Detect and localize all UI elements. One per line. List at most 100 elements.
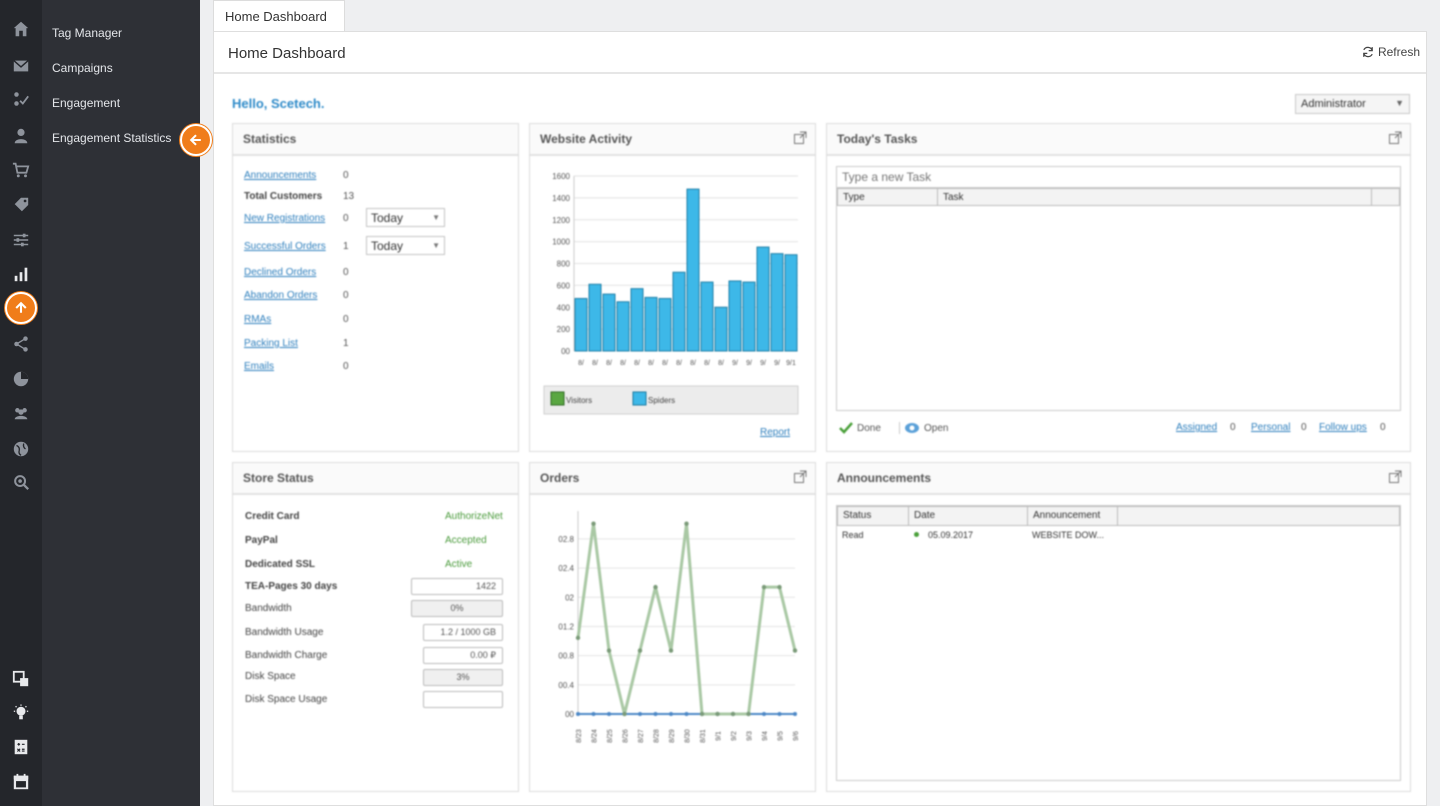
data-point-successful xyxy=(699,711,705,717)
assigned-link[interactable]: Assigned xyxy=(1176,422,1218,433)
share-icon[interactable] xyxy=(8,331,34,357)
stat-emails-link[interactable]: Emails xyxy=(244,361,275,372)
y-tick-label: 1600 xyxy=(552,172,570,181)
statistics-title: Statistics xyxy=(243,132,297,146)
data-point-declined xyxy=(762,712,766,716)
upload-arrow-icon[interactable] xyxy=(5,292,37,324)
data-point-successful xyxy=(761,584,767,590)
chevron-down-icon: ▼ xyxy=(432,213,440,222)
chart-points xyxy=(575,521,798,717)
home-icon[interactable] xyxy=(8,16,34,42)
disk-space-label: Disk Space xyxy=(245,671,296,682)
registrations-period-select[interactable]: Today ▼ xyxy=(366,208,445,227)
legend-visitors: Visitors xyxy=(566,396,592,405)
personal-count: 0 xyxy=(1301,422,1307,433)
stat-total-customers-label: Total Customers xyxy=(244,191,323,202)
search-settings-icon[interactable] xyxy=(8,469,34,495)
orders-period-value: Today xyxy=(371,239,404,253)
calendar-icon[interactable] xyxy=(8,769,34,795)
check-icon xyxy=(839,422,853,434)
popout-icon[interactable] xyxy=(793,131,807,145)
submenu-item-campaigns[interactable]: Campaigns xyxy=(52,61,113,75)
series-line-successful xyxy=(576,523,797,716)
refresh-label: Refresh xyxy=(1377,45,1420,59)
calculator-icon[interactable] xyxy=(8,734,34,760)
data-point-declined xyxy=(607,712,611,716)
new-task-input[interactable] xyxy=(837,167,1400,188)
tasks-done-filter[interactable]: Done xyxy=(839,422,881,434)
orders-period-select[interactable]: Today ▼ xyxy=(366,236,445,255)
refresh-button[interactable]: Refresh xyxy=(1361,45,1420,59)
follow-ups-link[interactable]: Follow ups xyxy=(1319,422,1367,433)
layout-icon[interactable] xyxy=(8,666,34,692)
announcements-widget: Announcements Status Date Announcement R… xyxy=(826,462,1411,792)
role-select-value: Administrator xyxy=(1301,98,1366,110)
stat-abandon-orders-link[interactable]: Abandon Orders xyxy=(244,290,318,301)
y-tick-label: 400 xyxy=(557,303,571,312)
bandwidth-usage-label: Bandwidth Usage xyxy=(245,627,324,638)
stat-rmas-link[interactable]: RMAs xyxy=(244,314,272,325)
user-icon[interactable] xyxy=(8,123,34,149)
workflow-icon[interactable] xyxy=(8,86,34,112)
sliders-icon[interactable] xyxy=(8,227,34,253)
col-date: Date xyxy=(914,510,936,521)
x-tick-label: 8/29 xyxy=(669,729,676,743)
announcements-table-header: Status Date Announcement xyxy=(837,506,1400,526)
data-point-successful xyxy=(668,648,674,653)
row-announcement: WEBSITE DOW... xyxy=(1032,530,1105,540)
stat-new-registrations-link[interactable]: New Registrations xyxy=(244,213,326,224)
x-tick-label: 8/ xyxy=(662,360,668,367)
greeting-text: Hello, Scetech. xyxy=(232,96,325,111)
x-tick-label: 8/28 xyxy=(654,729,661,743)
data-point-successful xyxy=(715,711,720,717)
x-tick-label: 9/4 xyxy=(762,731,769,741)
table-row[interactable]: Read 05.09.2017 WEBSITE DOW... xyxy=(837,527,1400,545)
tasks-open-filter[interactable]: Open xyxy=(899,422,948,434)
globe-icon[interactable] xyxy=(8,436,34,462)
chart-lines xyxy=(576,523,797,716)
tag-icon[interactable] xyxy=(8,192,34,218)
x-tick-label: 8/26 xyxy=(623,729,630,743)
mail-icon[interactable] xyxy=(8,53,34,79)
x-tick-label: 9/6 xyxy=(793,731,800,741)
popout-icon[interactable] xyxy=(793,470,807,484)
legend-spiders: Spiders xyxy=(648,396,675,405)
x-tick-label: 8/ xyxy=(592,360,598,367)
stat-packing-list-link[interactable]: Packing List xyxy=(244,338,298,349)
y-tick-label: 200 xyxy=(557,325,571,334)
submenu-item-engagement-statistics[interactable]: Engagement Statistics xyxy=(52,131,172,145)
tab-home-dashboard[interactable]: Home Dashboard xyxy=(213,0,345,31)
stat-declined-orders-link[interactable]: Declined Orders xyxy=(244,267,317,278)
pages-label: TEA-Pages 30 days xyxy=(245,581,338,592)
website-activity-widget: Website Activity 00 200 400 600 800 1000 1200 1… xyxy=(529,123,816,452)
bar-spiders xyxy=(658,298,672,352)
y-tick-label: 1400 xyxy=(552,194,570,203)
report-link[interactable]: Report xyxy=(760,427,791,438)
done-label: Done xyxy=(857,422,881,434)
status-dot-icon xyxy=(914,532,919,537)
stat-announcements-link[interactable]: Announcements xyxy=(244,170,317,181)
collapse-submenu-button[interactable] xyxy=(180,124,212,156)
submenu-item-engagement[interactable]: Engagement xyxy=(52,96,121,110)
data-point-successful xyxy=(653,584,658,590)
registrations-period-value: Today xyxy=(371,211,404,225)
personal-link[interactable]: Personal xyxy=(1251,422,1291,433)
data-point-declined xyxy=(653,712,658,716)
page-title: Home Dashboard xyxy=(228,45,346,62)
bar-spiders xyxy=(602,293,616,352)
popout-icon[interactable] xyxy=(1388,131,1402,145)
x-tick-label: 8/ xyxy=(704,360,710,367)
pie-chart-icon[interactable] xyxy=(8,366,34,392)
stat-successful-orders-link[interactable]: Successful Orders xyxy=(244,241,326,252)
lightbulb-icon[interactable] xyxy=(8,700,34,726)
y-tick-label: 00 xyxy=(561,347,570,356)
submenu-item-tag-manager[interactable]: Tag Manager xyxy=(52,26,123,40)
statistics-widget: Statistics Announcements 0 Total Custome… xyxy=(232,123,519,452)
x-tick-label: 8/27 xyxy=(638,729,645,743)
chevron-down-icon: ▼ xyxy=(1395,98,1404,108)
cart-icon[interactable] xyxy=(8,157,34,183)
popout-icon[interactable] xyxy=(1388,470,1402,484)
role-select[interactable]: Administrator ▼ xyxy=(1295,94,1410,114)
users-group-icon[interactable] xyxy=(8,400,34,426)
bar-chart-icon[interactable] xyxy=(8,261,34,287)
